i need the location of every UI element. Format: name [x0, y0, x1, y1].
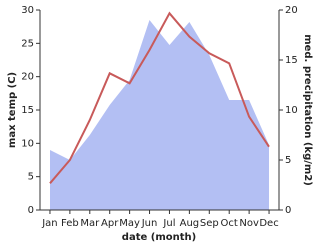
y-tick-label: 20	[21, 72, 34, 83]
x-tick-label: Mar	[80, 218, 100, 229]
y-tick-label: 5	[28, 172, 34, 183]
x-axis-title: date (month)	[122, 232, 196, 243]
y-tick-label: 30	[21, 5, 34, 16]
y2-tick-label: 10	[285, 105, 298, 116]
y-tick-label: 10	[21, 138, 34, 149]
x-tick-label: Feb	[61, 218, 79, 229]
y-tick-label: 25	[21, 38, 34, 49]
precipitation-area	[50, 20, 269, 210]
y2-tick-label: 20	[285, 5, 298, 16]
x-tick-label: May	[119, 218, 140, 229]
x-tick-label: Dec	[259, 218, 278, 229]
x-tick-label: Aug	[180, 218, 200, 229]
x-tick-label: Jun	[141, 218, 158, 229]
x-tick-label: Sep	[200, 218, 219, 229]
x-tick-label: Apr	[101, 218, 119, 229]
x-tick-label: Jul	[162, 218, 175, 229]
y2-tick-label: 15	[285, 55, 298, 66]
y-axis-title: max temp (C)	[7, 72, 18, 148]
y-tick-label: 15	[21, 105, 34, 116]
y2-tick-label: 0	[285, 205, 291, 216]
y-tick-label: 0	[28, 205, 34, 216]
x-tick-label: Jan	[41, 218, 57, 229]
x-tick-label: Oct	[221, 218, 238, 229]
y2-tick-label: 5	[285, 155, 291, 166]
temp-line	[49, 11, 270, 184]
x-tick-label: Nov	[239, 218, 259, 229]
y2-axis-title: med. precipitation (kg/m2)	[302, 34, 313, 186]
